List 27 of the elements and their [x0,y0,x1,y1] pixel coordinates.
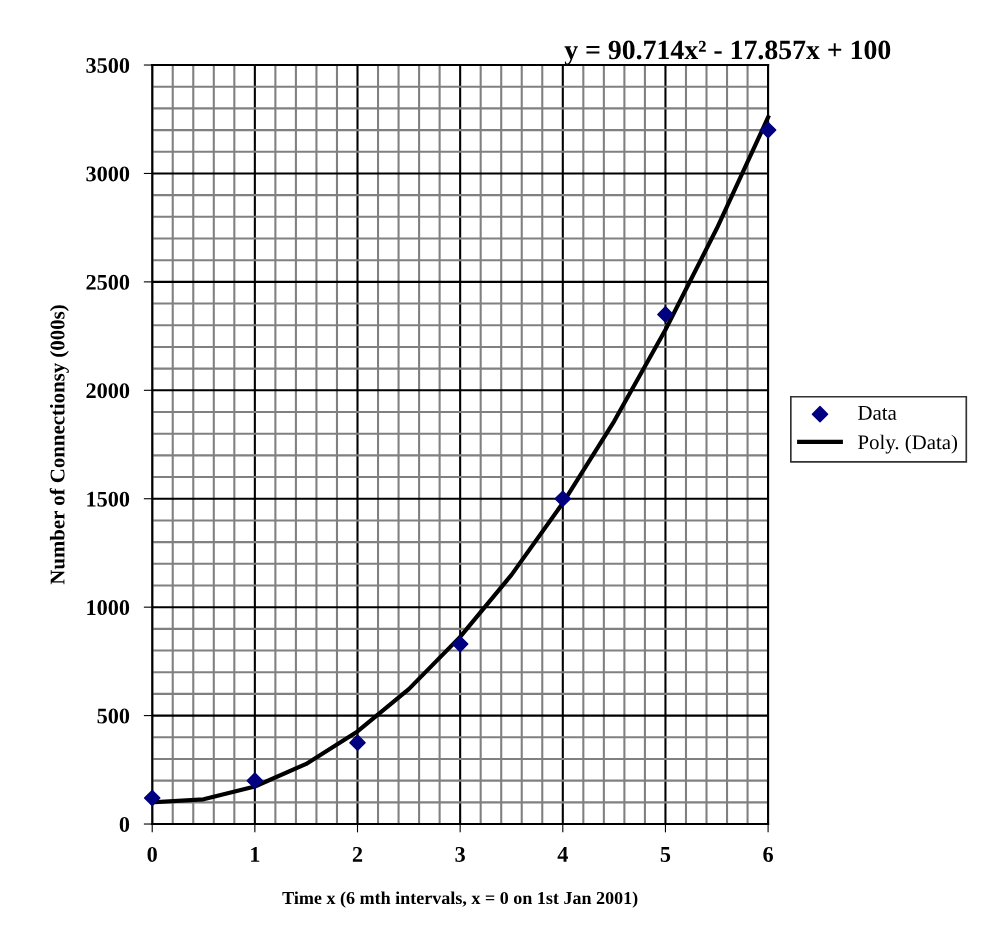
point [246,772,264,789]
chart-title: y = 90.714x² - 17.857x + 100 [564,40,891,66]
y-tick-label: 2000 [86,383,130,399]
y-tick-label: 500 [97,708,130,724]
y-tick-label: 1000 [87,600,130,616]
y-tick-label: 1500 [87,491,130,507]
x-tick-label: 4 [557,847,568,862]
point [451,635,469,653]
y-tick-label: 0 [119,816,130,832]
point [759,121,777,139]
legend-label: Poly. (Data) [858,434,958,454]
y-axis-title: Number of Connectionsy (000s) [49,305,69,585]
point [143,789,161,807]
x-axis-title: Time x (6 mth intervals, x = 0 on 1st Jan 2001) [282,891,638,908]
x-tick-label: 6 [763,846,773,862]
point [657,306,674,323]
y-tick-label: 3000 [86,166,130,182]
x-tick-label: 5 [660,847,671,862]
x-tick-label: 0 [147,846,157,862]
x-tick-label: 1 [251,847,260,862]
point [554,490,572,508]
y-tick-label: 2500 [86,274,130,290]
x-tick-label: 2 [352,846,363,862]
legend-label: Data [858,406,897,420]
x-tick-label: 3 [455,846,465,862]
point [349,734,366,752]
y-tick-label: 3500 [86,57,130,73]
